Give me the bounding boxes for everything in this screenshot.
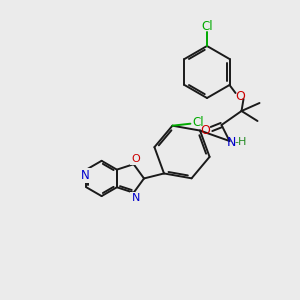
Text: Cl: Cl (193, 116, 204, 129)
Text: O: O (236, 91, 245, 103)
Text: -H: -H (234, 137, 247, 147)
Text: O: O (131, 154, 140, 164)
Text: Cl: Cl (201, 20, 213, 34)
Text: N: N (131, 193, 140, 203)
Text: N: N (227, 136, 236, 148)
Text: O: O (201, 124, 211, 136)
Text: N: N (81, 169, 90, 182)
